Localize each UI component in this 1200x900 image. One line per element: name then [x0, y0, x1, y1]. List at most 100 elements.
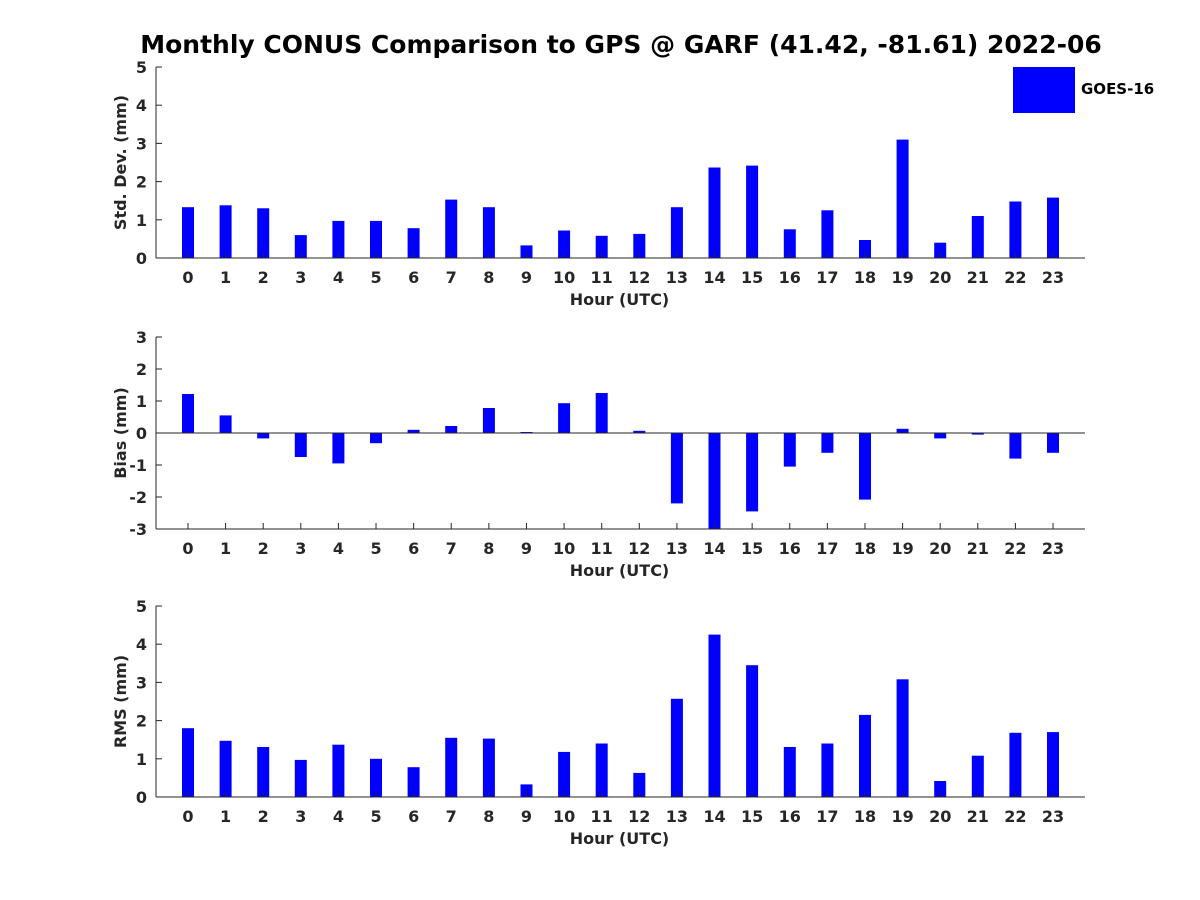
bar-hour-4: [332, 220, 345, 258]
bar-hour-1: [219, 205, 232, 258]
x-tick-label: 7: [446, 268, 457, 287]
bias-panel: 0 1 2 3 4 5 6 7 8 9 10 11 12 13 14 15 16 17 18 19 20 21 22 23-3…: [111, 328, 1085, 580]
x-tick-label: 19: [891, 807, 913, 826]
bar-hour-11: [595, 743, 608, 797]
bar-hour-14: [708, 634, 721, 797]
x-tick-label: 1: [220, 807, 231, 826]
bar-hour-18: [859, 240, 871, 258]
x-tick-label: 3: [295, 268, 306, 287]
bar-hour-5: [370, 758, 382, 797]
bar-hour-9: [520, 245, 533, 258]
x-tick-label: 18: [854, 268, 876, 287]
x-tick-label: 6: [408, 268, 419, 287]
std-dev-panel: 0 1 2 3 4 5 6 7 8 9 10 11 12 13 14 15 16 17 18 19 20 21 22 2301…: [111, 58, 1085, 309]
bar-hour-10: [558, 230, 571, 258]
x-tick-label: 21: [967, 268, 989, 287]
bar-hour-13: [670, 698, 683, 797]
x-tick-label: 11: [591, 539, 613, 558]
y-tick-label: -3: [129, 520, 147, 539]
bar-hour-14: [708, 167, 721, 258]
x-tick-label: 16: [779, 539, 801, 558]
bar-hour-2: [257, 747, 270, 797]
bar-hour-6: [407, 228, 420, 258]
bar-hour-16: [783, 229, 796, 258]
y-tick-label: -2: [129, 488, 147, 507]
y-tick-label: -1: [129, 456, 147, 475]
bar-hour-4: [332, 433, 345, 464]
x-tick-label: 7: [446, 807, 457, 826]
x-tick-label: 4: [333, 539, 344, 558]
y-tick-label: 2: [136, 173, 147, 192]
x-tick-label: 3: [295, 539, 306, 558]
x-tick-label: 10: [553, 539, 575, 558]
x-tick-label: 18: [854, 807, 876, 826]
bar-hour-3: [294, 433, 307, 457]
x-tick-label: 4: [333, 268, 344, 287]
y-tick-label: 0: [136, 424, 147, 443]
bar-hour-21: [971, 433, 984, 435]
y-tick-label: 4: [136, 635, 147, 654]
y-tick-label: 1: [136, 211, 147, 230]
bar-hour-22: [1009, 201, 1022, 258]
x-tick-label: 11: [591, 807, 613, 826]
x-tick-label: 21: [967, 807, 989, 826]
bar-hour-0: [182, 394, 194, 433]
x-tick-label: 14: [703, 807, 725, 826]
x-tick-label: 10: [553, 268, 575, 287]
x-tick-label: 20: [929, 539, 951, 558]
bar-hour-23: [1047, 732, 1059, 797]
x-tick-label: 13: [666, 268, 688, 287]
x-tick-label: 12: [628, 268, 650, 287]
bar-hour-7: [445, 426, 458, 433]
bar-hour-1: [219, 740, 232, 797]
bar-hour-23: [1047, 197, 1059, 258]
x-tick-label: 16: [779, 268, 801, 287]
x-tick-label: 20: [929, 807, 951, 826]
bar-hour-11: [595, 235, 608, 258]
x-tick-label: 5: [370, 807, 381, 826]
x-tick-label: 17: [816, 268, 838, 287]
y-tick-label: 4: [136, 96, 147, 115]
bar-hour-6: [407, 767, 420, 797]
bar-hour-19: [896, 679, 909, 797]
legend-label-goes16: GOES-16: [1081, 80, 1155, 98]
x-axis-title: Hour (UTC): [570, 561, 670, 580]
bar-hour-21: [971, 755, 984, 797]
bar-hour-17: [821, 210, 834, 259]
bar-hour-22: [1009, 433, 1022, 459]
bar-hour-15: [746, 165, 759, 258]
x-tick-label: 5: [370, 539, 381, 558]
x-axis-title: Hour (UTC): [570, 829, 670, 848]
bar-hour-19: [896, 428, 909, 433]
x-tick-label: 22: [1004, 539, 1026, 558]
bar-hour-3: [294, 759, 307, 797]
bar-hour-7: [445, 737, 458, 797]
x-tick-label: 18: [854, 539, 876, 558]
y-axis-title: Bias (mm): [111, 387, 130, 479]
bar-hour-16: [783, 433, 796, 467]
bar-hour-23: [1047, 433, 1059, 453]
bar-hour-1: [219, 415, 232, 433]
bar-hour-2: [257, 433, 270, 439]
x-tick-label: 17: [816, 807, 838, 826]
bar-hour-20: [934, 781, 947, 797]
x-tick-label: 10: [553, 807, 575, 826]
x-tick-label: 8: [483, 268, 494, 287]
x-tick-label: 8: [483, 539, 494, 558]
bar-hour-11: [595, 393, 608, 433]
x-tick-label: 12: [628, 539, 650, 558]
legend-swatch-goes16: [1012, 66, 1076, 114]
x-tick-label: 2: [258, 268, 269, 287]
x-tick-label: 9: [521, 268, 532, 287]
bar-hour-22: [1009, 732, 1022, 797]
bar-hour-14: [708, 433, 721, 529]
x-tick-label: 23: [1042, 539, 1064, 558]
x-tick-label: 19: [891, 539, 913, 558]
bar-hour-2: [257, 208, 270, 258]
x-tick-label: 9: [521, 539, 532, 558]
bar-hour-15: [746, 665, 759, 797]
x-tick-label: 22: [1004, 268, 1026, 287]
bar-hour-8: [482, 408, 495, 433]
x-tick-label: 19: [891, 268, 913, 287]
y-tick-label: 1: [136, 750, 147, 769]
